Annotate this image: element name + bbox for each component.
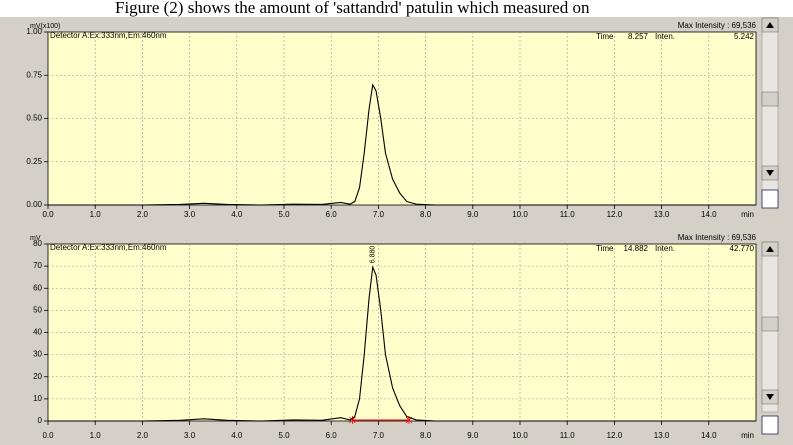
x-tick-label: 13.0 bbox=[654, 431, 670, 440]
detector-label: Detector A:Ex:333nm,Em:460nm bbox=[50, 243, 167, 252]
x-tick-label: 5.0 bbox=[278, 210, 290, 219]
zoom-button[interactable] bbox=[761, 189, 779, 209]
arrow-icon bbox=[766, 170, 774, 176]
x-tick-label: 3.0 bbox=[184, 210, 196, 219]
x-tick-label: 3.0 bbox=[184, 431, 196, 440]
x-tick-label: 11.0 bbox=[560, 431, 576, 440]
x-tick-label: 6.0 bbox=[326, 431, 338, 440]
x-tick-label: 7.0 bbox=[373, 210, 385, 219]
inten-label: Inten. bbox=[655, 32, 675, 41]
x-unit: min bbox=[741, 210, 754, 219]
time-value: 8.257 bbox=[628, 32, 649, 41]
zoom-button[interactable] bbox=[761, 415, 779, 435]
arrow-icon bbox=[766, 394, 774, 400]
x-tick-label: 13.0 bbox=[654, 210, 670, 219]
time-label: Time bbox=[596, 244, 614, 253]
max-intensity: Max Intensity : 69,536 bbox=[678, 233, 757, 242]
max-intensity: Max Intensity : 69,536 bbox=[678, 21, 757, 30]
y-axis-label: mV bbox=[30, 235, 41, 242]
trace bbox=[48, 83, 756, 206]
arrow-icon bbox=[766, 22, 774, 28]
y-tick-label: 70 bbox=[33, 261, 42, 270]
x-tick-label: 10.0 bbox=[512, 210, 528, 219]
x-tick-label: 8.0 bbox=[420, 210, 432, 219]
y-tick-label: 0.00 bbox=[26, 200, 42, 209]
x-tick-label: 14.0 bbox=[701, 210, 717, 219]
y-tick-label: 50 bbox=[33, 305, 42, 314]
y-tick-label: 0.75 bbox=[26, 70, 42, 79]
y-tick-label: 40 bbox=[33, 328, 42, 337]
y-tick-label: 10 bbox=[33, 394, 42, 403]
x-tick-label: 2.0 bbox=[137, 210, 149, 219]
arrow-icon bbox=[766, 246, 774, 252]
x-tick-label: 0.0 bbox=[42, 210, 54, 219]
x-tick-label: 11.0 bbox=[560, 210, 576, 219]
x-unit: min bbox=[741, 431, 754, 440]
x-tick-label: 9.0 bbox=[467, 431, 479, 440]
x-tick-label: 4.0 bbox=[231, 431, 243, 440]
y-tick-label: 1.00 bbox=[26, 27, 42, 36]
scrollbar-1[interactable] bbox=[761, 17, 779, 209]
peak-label: 6.880 bbox=[370, 246, 377, 264]
y-tick-label: 80 bbox=[33, 239, 42, 248]
caption-strip bbox=[0, 0, 793, 17]
integration-marker bbox=[349, 416, 356, 424]
x-tick-label: 5.0 bbox=[278, 431, 290, 440]
scroll-thumb[interactable] bbox=[761, 316, 779, 332]
x-tick-label: 12.0 bbox=[607, 210, 623, 219]
caption: Figure (2) shows the amount of 'sattandr… bbox=[115, 0, 590, 17]
y-tick-label: 60 bbox=[33, 283, 42, 292]
y-axis-label: mV(x100) bbox=[30, 23, 60, 30]
y-tick-label: 0.50 bbox=[26, 114, 42, 123]
x-tick-label: 4.0 bbox=[231, 210, 243, 219]
x-tick-label: 7.0 bbox=[373, 431, 385, 440]
time-label: Time bbox=[596, 32, 614, 41]
inten-value: 5.242 bbox=[734, 32, 755, 41]
inten-label: Inten. bbox=[655, 244, 675, 253]
x-tick-label: 6.0 bbox=[326, 210, 338, 219]
x-tick-label: 1.0 bbox=[90, 431, 102, 440]
inten-value: 42.770 bbox=[730, 244, 755, 253]
x-tick-label: 0.0 bbox=[42, 431, 54, 440]
x-tick-label: 14.0 bbox=[701, 431, 717, 440]
y-tick-label: 0.25 bbox=[26, 157, 42, 166]
x-tick-label: 1.0 bbox=[90, 210, 102, 219]
y-tick-label: 20 bbox=[33, 372, 42, 381]
x-tick-label: 12.0 bbox=[607, 431, 623, 440]
y-tick-label: 30 bbox=[33, 350, 42, 359]
x-tick-label: 2.0 bbox=[137, 431, 149, 440]
time-value: 14.882 bbox=[624, 244, 649, 253]
detector-label: Detector A:Ex:333nm,Em:460nm bbox=[50, 31, 167, 40]
scrollbar-2[interactable] bbox=[761, 241, 779, 435]
scroll-thumb[interactable] bbox=[761, 91, 779, 107]
trace bbox=[48, 265, 756, 422]
x-tick-label: 9.0 bbox=[467, 210, 479, 219]
y-tick-label: 0 bbox=[38, 416, 43, 425]
x-tick-label: 10.0 bbox=[512, 431, 528, 440]
x-tick-label: 8.0 bbox=[420, 431, 432, 440]
